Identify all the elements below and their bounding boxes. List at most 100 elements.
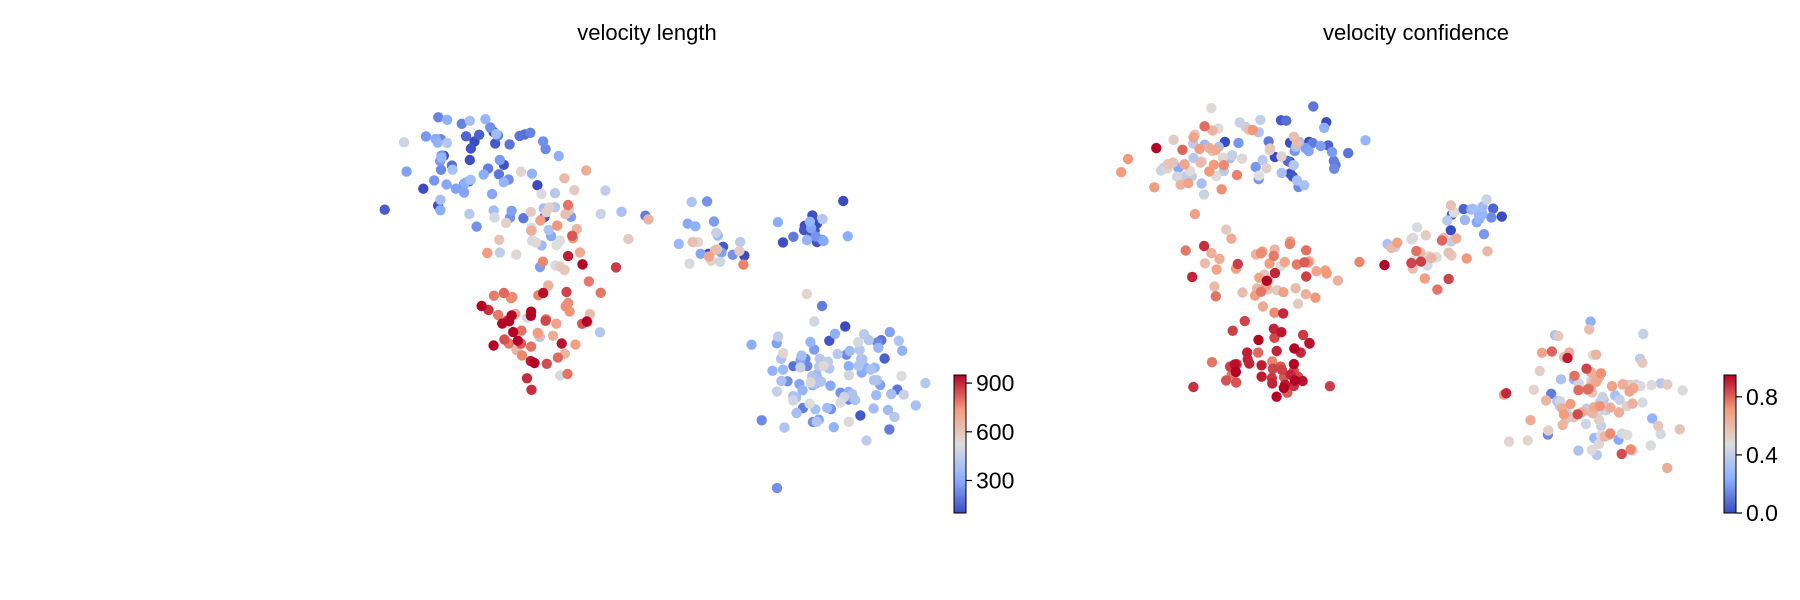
scatter-point <box>504 139 515 150</box>
scatter-point <box>811 416 822 427</box>
scatter-point <box>518 213 529 224</box>
scatter-point <box>570 339 581 350</box>
scatter-point <box>843 370 855 381</box>
scatter-point <box>795 362 806 373</box>
scatter-point <box>1291 137 1303 148</box>
scatter-point <box>804 216 816 227</box>
scatter-point <box>1179 159 1190 170</box>
scatter-point <box>1584 324 1595 335</box>
scatter-point <box>1624 386 1635 397</box>
scatter-point <box>480 114 491 125</box>
scatter-point <box>1558 409 1570 420</box>
scatter-point <box>494 154 505 166</box>
scatter-point <box>507 291 518 303</box>
scatter-point <box>1585 316 1596 327</box>
scatter-point <box>1207 125 1218 136</box>
scatter-point <box>855 410 866 421</box>
scatter-point <box>476 300 487 312</box>
scatter-point <box>897 345 908 356</box>
scatter-point <box>1534 365 1545 377</box>
scatter-point <box>1264 143 1276 154</box>
scatter-point <box>435 194 446 205</box>
scatter-point <box>822 402 833 414</box>
scatter-point <box>1622 429 1633 441</box>
colorbar-tick-label: 0.0 <box>1746 500 1778 526</box>
scatter-point <box>464 208 475 220</box>
scatter-point <box>1445 225 1457 236</box>
scatter-point <box>1458 203 1469 215</box>
scatter-point <box>1536 347 1548 358</box>
scatter-point <box>543 280 554 291</box>
scatter-point <box>816 300 828 312</box>
scatter-point <box>1482 246 1493 257</box>
scatter-point <box>1467 203 1479 214</box>
scatter-point <box>1289 375 1301 386</box>
scatter-point <box>1276 364 1288 376</box>
scatter-point <box>1478 229 1490 240</box>
scatter-point <box>853 337 864 348</box>
scatter-point <box>1151 142 1162 154</box>
scatter-point <box>1218 160 1230 171</box>
scatter-point <box>1326 146 1338 158</box>
scatter-point <box>1332 275 1344 286</box>
scatter-point <box>1271 391 1282 402</box>
scatter-point <box>559 264 570 276</box>
scatter-point <box>1171 171 1183 182</box>
scatter-point <box>695 248 706 259</box>
scatter-point <box>818 235 829 247</box>
scatter-point <box>433 112 444 123</box>
colorbar-frame <box>1723 374 1737 514</box>
scatter-point <box>1232 258 1244 270</box>
scatter-point <box>686 196 697 208</box>
scatter-point <box>1321 268 1332 279</box>
scatter-point <box>1445 200 1457 211</box>
scatter-point <box>441 114 453 126</box>
scatter-point <box>1581 363 1592 374</box>
scatter-point <box>552 352 564 363</box>
scatter-point <box>1419 273 1431 284</box>
scatter-point <box>1230 366 1242 378</box>
scatter-point <box>498 177 509 188</box>
scatter-point <box>489 212 500 223</box>
colorbar-tick-label: 0.8 <box>1746 384 1778 410</box>
scatter-point <box>1271 345 1282 357</box>
scatter-point <box>1234 117 1245 128</box>
scatter-point <box>825 380 836 391</box>
scatter-point <box>779 422 790 433</box>
scatter-point <box>1525 415 1536 426</box>
scatter-point <box>1528 384 1540 395</box>
scatter-point <box>485 122 496 133</box>
scatter-point <box>491 128 502 140</box>
scatter-point <box>1116 167 1127 178</box>
scatter-point <box>512 335 523 346</box>
scatter-point <box>1199 258 1211 269</box>
scatter-point <box>581 165 592 176</box>
scatter-point <box>532 327 543 339</box>
scatter-point <box>379 204 390 215</box>
scatter-point <box>805 377 816 388</box>
colorbar-velocity-length: 300 600 900 <box>953 370 1014 514</box>
scatter-point <box>1216 184 1227 195</box>
scatter-point <box>1573 445 1584 456</box>
scatter-point <box>884 326 895 338</box>
scatter-point <box>1637 357 1648 368</box>
scatter-point <box>525 127 536 138</box>
scatter-point <box>886 388 897 400</box>
scatter-point <box>1443 273 1454 285</box>
colorbar-tick-label: 600 <box>976 419 1014 445</box>
scatter-point <box>1324 381 1336 392</box>
scatter-point <box>418 183 429 194</box>
scatter-point <box>1308 101 1319 112</box>
scatter-point <box>865 364 877 375</box>
colorbar-ticks: 300 600 900 <box>966 370 1014 494</box>
scatter-point <box>767 365 778 376</box>
scatter-point <box>1187 271 1198 283</box>
scatter-point <box>1329 163 1340 174</box>
scatter-point <box>882 404 894 416</box>
scatter-point <box>535 215 546 226</box>
scatter-point <box>832 348 843 360</box>
scatter-point <box>498 287 510 299</box>
scatter-point <box>1662 379 1673 390</box>
scatter-point <box>1195 157 1206 168</box>
scatter-point <box>1645 440 1657 451</box>
